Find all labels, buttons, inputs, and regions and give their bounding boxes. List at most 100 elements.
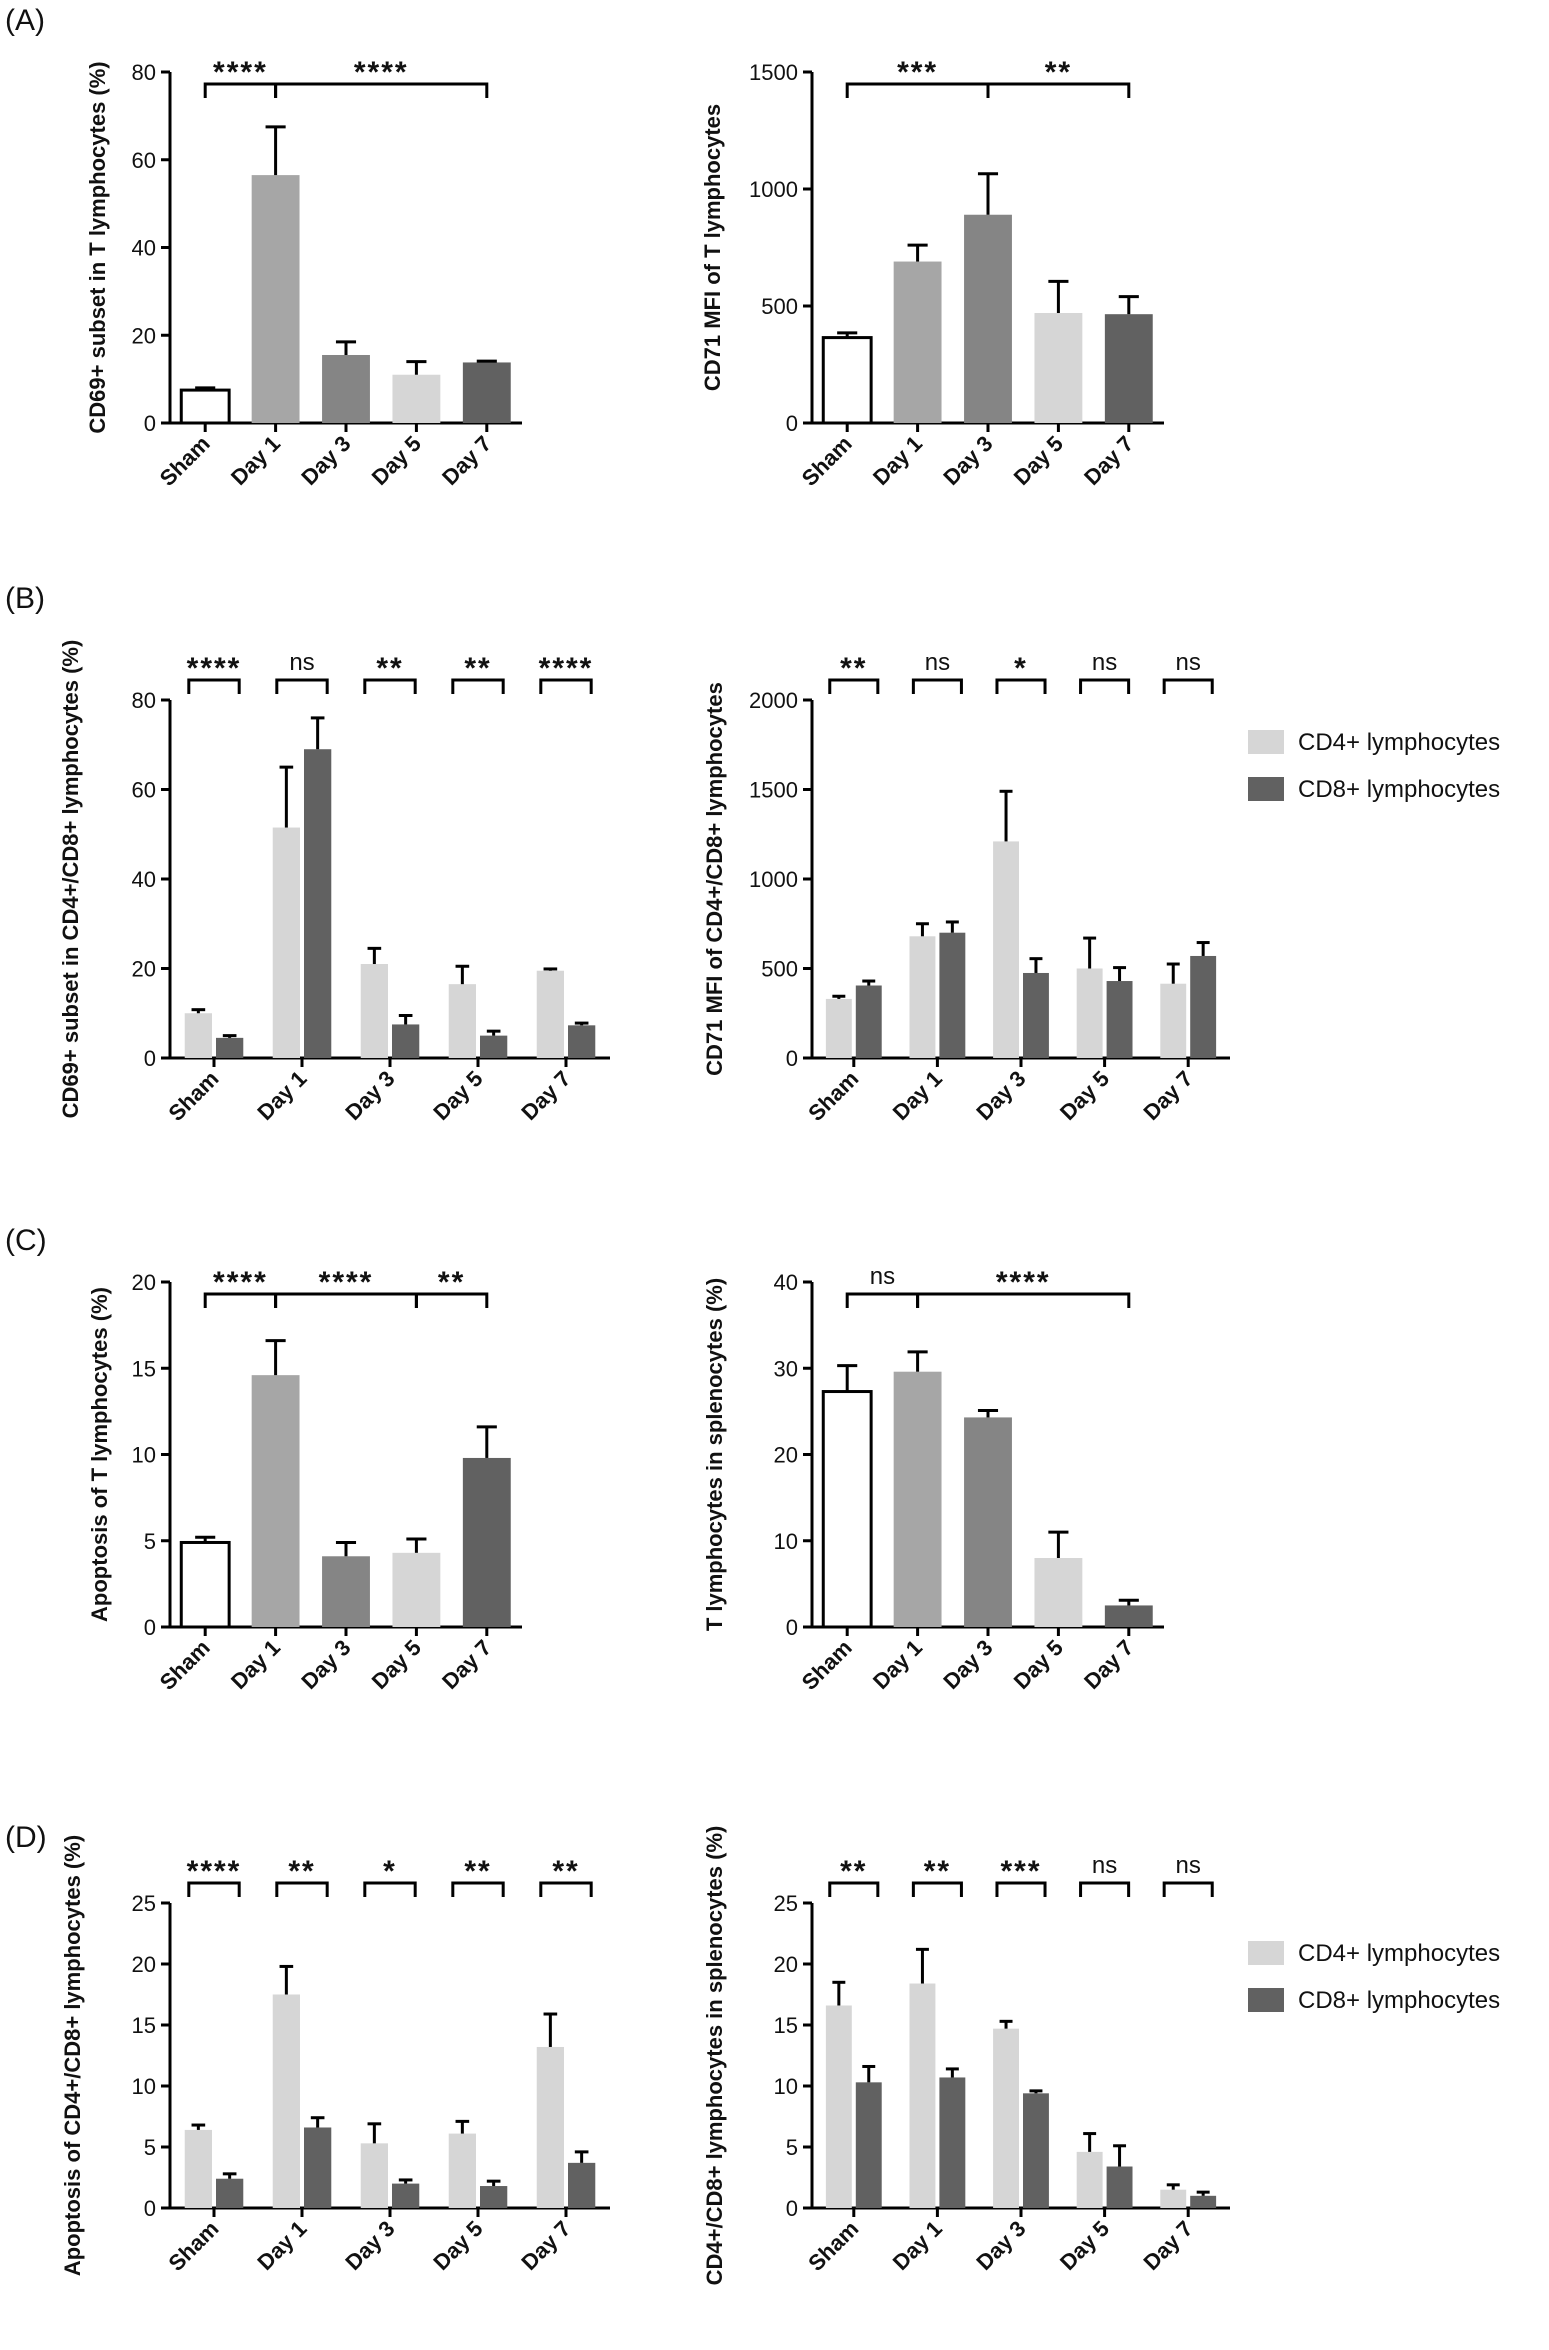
bar-cd8 (1106, 981, 1133, 1058)
bar (251, 175, 300, 423)
significance-bracket (995, 1881, 1047, 1897)
bar-cd8 (480, 2186, 508, 2208)
bar-cd4 (909, 1983, 936, 2208)
x-category-label: Day 1 (888, 1066, 947, 1125)
bar-cd4 (536, 2046, 564, 2208)
bar (893, 1371, 942, 1627)
significance-label: ** (376, 652, 403, 685)
x-category-label: Day 3 (971, 1066, 1030, 1125)
chart-d2: 0 5 10 15 20 25 CD4+/CD8+ lymphocytes in splen… (702, 1826, 1500, 2286)
significance-label: ns (1176, 1852, 1201, 1879)
significance-label: **** (539, 652, 594, 685)
significance-bracket (414, 1292, 489, 1308)
bar-cd8 (304, 2127, 332, 2208)
x-category-label: Day 3 (971, 2216, 1030, 2275)
significance-bracket (539, 678, 593, 694)
y-tick-label: 0 (786, 2196, 798, 2221)
panel-label-c: (C) (5, 1224, 47, 1257)
significance-label: ** (924, 1855, 951, 1888)
significance-bracket (828, 678, 880, 694)
y-tick-label: 0 (786, 411, 798, 436)
significance-bracket (845, 1292, 920, 1308)
y-tick-label: 15 (132, 1356, 156, 1381)
legend-label-cd8: CD8+ lymphocytes (1298, 776, 1500, 803)
chart-a1: 0 20 40 60 80 CD69+ subset in T lymphocytes (… (85, 56, 522, 491)
significance-bracket (1162, 1881, 1214, 1897)
significance-label: ns (870, 1263, 895, 1290)
x-category-label: Day 5 (428, 1066, 487, 1125)
y-tick-label: 10 (774, 1529, 798, 1554)
x-category-label: Day 5 (1055, 2216, 1114, 2275)
y-tick-label: 500 (761, 294, 798, 319)
bar (964, 1417, 1012, 1627)
chart-a2: 0 500 1000 1500 CD71 MFI of T lymphocytes Sha… (700, 56, 1164, 491)
significance-label: *** (897, 56, 938, 89)
y-tick-label: 15 (774, 2013, 798, 2038)
panel-label-d: (D) (5, 1821, 47, 1854)
significance-label: ns (1092, 649, 1117, 676)
y-tick-label: 40 (132, 867, 156, 892)
bar (1104, 314, 1153, 423)
x-category-label: Sham (155, 431, 215, 491)
significance-bracket (275, 678, 329, 694)
significance-bracket (363, 678, 417, 694)
x-category-label: Day 3 (296, 1635, 355, 1694)
significance-bracket (986, 82, 1131, 98)
y-tick-label: 20 (774, 1952, 798, 1977)
bar (462, 1457, 511, 1627)
x-category-label: Day 7 (516, 1066, 575, 1125)
y-tick-label: 20 (132, 1270, 156, 1295)
significance-label: * (1014, 652, 1028, 685)
significance-bracket (187, 1881, 241, 1897)
significance-label: ** (288, 1855, 315, 1888)
bar-cd8 (216, 1037, 244, 1058)
y-axis-title: CD71 MFI of T lymphocytes (700, 104, 725, 391)
bar (1034, 313, 1083, 423)
x-category-label: Sham (797, 431, 857, 491)
x-category-label: Day 7 (1139, 2216, 1198, 2275)
bar (1034, 1558, 1083, 1627)
significance-label: ns (1176, 649, 1201, 676)
significance-label: ** (1045, 56, 1072, 89)
bar-cd4 (360, 2143, 388, 2208)
y-tick-label: 2000 (749, 688, 798, 713)
x-category-label: Day 3 (296, 431, 355, 490)
y-axis-title: T lymphocytes in splenocytes (%) (702, 1278, 727, 1631)
bar-cd4 (825, 2005, 852, 2208)
x-category-label: Day 7 (1079, 431, 1138, 490)
significance-label: ** (840, 652, 867, 685)
bar-cd8 (392, 1024, 420, 1058)
x-category-label: Day 7 (1079, 1635, 1138, 1694)
x-category-label: Sham (803, 1066, 863, 1126)
significance-bracket (363, 1881, 417, 1897)
bar-cd4 (909, 936, 936, 1058)
y-tick-label: 40 (774, 1270, 798, 1295)
significance-bracket (539, 1881, 593, 1897)
significance-bracket (275, 1881, 329, 1897)
bar-cd8 (568, 1025, 596, 1058)
y-tick-label: 1500 (749, 778, 798, 803)
bar (322, 354, 370, 423)
significance-bracket (451, 1881, 505, 1897)
bar-cd8 (1190, 2195, 1217, 2208)
bar-cd8 (392, 2183, 420, 2208)
legend-swatch-cd8 (1248, 1988, 1284, 2012)
chart-d1: 0 5 10 15 20 25 Apoptosis of CD4+/CD8+ lymphoc… (60, 1835, 610, 2276)
bar-cd8 (855, 2082, 882, 2208)
x-category-label: Sham (803, 2216, 863, 2276)
bar-cd4 (993, 841, 1019, 1058)
x-category-label: Day 7 (1139, 1066, 1198, 1125)
x-category-label: Day 1 (226, 1635, 285, 1694)
y-tick-label: 0 (144, 411, 156, 436)
bar-cd4 (184, 1013, 212, 1058)
panel-label-b: (B) (5, 582, 45, 615)
y-tick-label: 25 (774, 1891, 798, 1916)
significance-label: **** (187, 1855, 242, 1888)
significance-bracket (828, 1881, 880, 1897)
y-tick-label: 20 (132, 957, 156, 982)
bar (322, 1556, 370, 1627)
significance-bracket (1079, 1881, 1131, 1897)
significance-bracket (1162, 678, 1214, 694)
bar (179, 388, 231, 425)
bar-cd8 (480, 1035, 508, 1058)
